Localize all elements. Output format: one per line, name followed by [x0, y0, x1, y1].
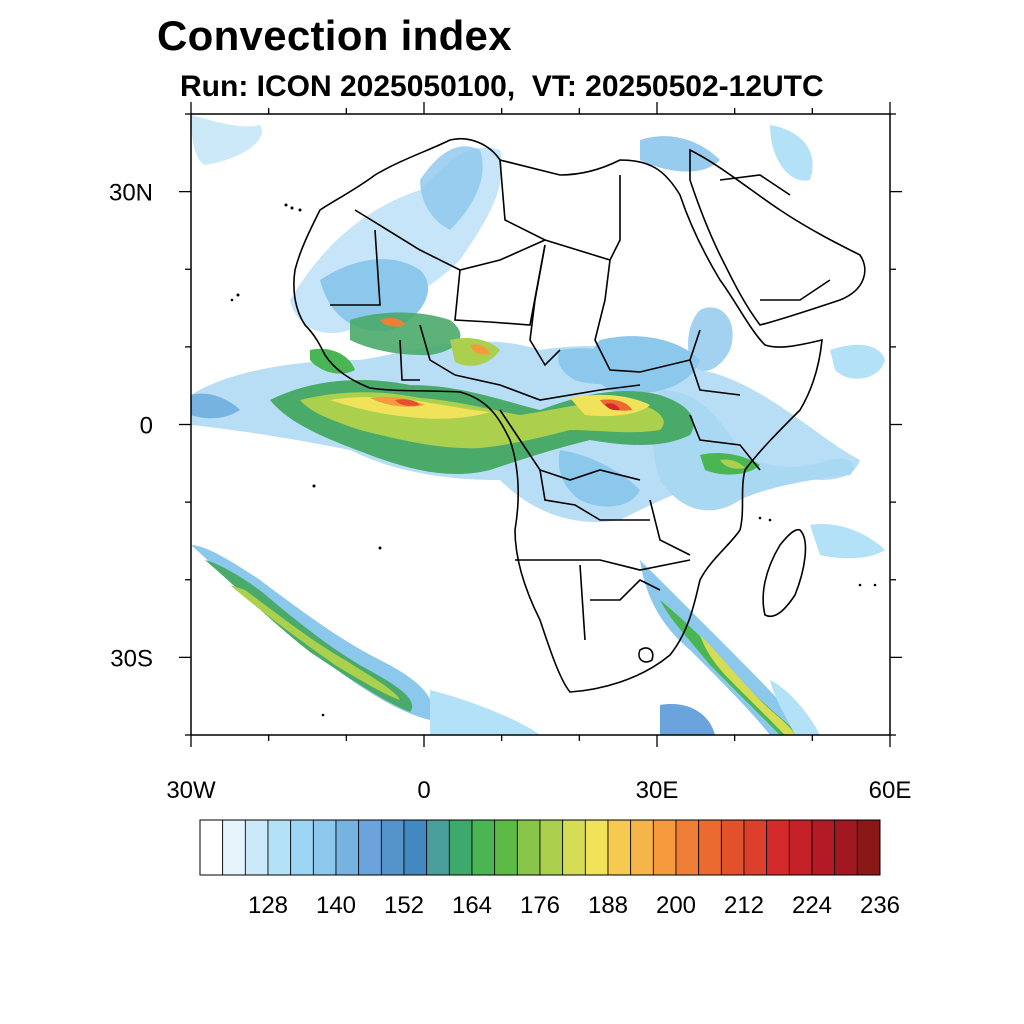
colorbar-swatch: [426, 819, 450, 876]
colorbar-swatch: [448, 819, 473, 876]
colorbar-label: 152: [384, 892, 424, 919]
colorbar-label: 176: [520, 892, 560, 919]
colorbar-outline: [199, 819, 881, 876]
colorbar-swatch: [312, 819, 337, 876]
colorbar-swatch: [788, 819, 813, 876]
colorbar-swatch: [267, 819, 292, 876]
colorbar-swatch: [516, 819, 541, 876]
colorbar-label: 224: [792, 892, 832, 919]
colorbar-swatch: [652, 819, 677, 876]
colorbar: [199, 819, 881, 876]
colorbar-swatch: [403, 819, 428, 876]
colorbar-label: 140: [316, 892, 356, 919]
colorbar-labels: 128 140 152 164 176 188 200 212 224 236: [248, 892, 900, 919]
x-tick-label: 30E: [636, 777, 679, 804]
islands: [230, 203, 877, 717]
colorbar-swatch: [698, 819, 722, 876]
colorbar-swatch: [834, 819, 858, 876]
colorbar-label: 128: [248, 892, 288, 919]
colorbar-swatch: [766, 819, 790, 876]
tick-labels: 30W 0 30E 60E 30N 0 30S: [109, 180, 911, 804]
colorbar-swatch: [856, 819, 881, 876]
colorbar-label: 188: [588, 892, 628, 919]
colorbar-swatch: [358, 819, 382, 876]
colorbar-swatch: [584, 819, 609, 876]
colorbar-swatch: [494, 819, 518, 876]
colorbar-swatch: [562, 819, 586, 876]
colorbar-swatch: [471, 819, 496, 876]
map-title: Convection index: [157, 12, 512, 59]
colorbar-label: 236: [860, 892, 900, 919]
colorbar-label: 212: [724, 892, 764, 919]
country-borders: [293, 138, 866, 693]
colorbar-swatch: [720, 819, 745, 876]
colorbar-swatch: [290, 819, 314, 876]
x-tick-label: 30W: [166, 777, 216, 804]
colorbar-swatch: [675, 819, 700, 876]
colorbar-label: 164: [452, 892, 492, 919]
colorbar-swatch: [244, 819, 269, 876]
colorbar-swatch: [811, 819, 836, 876]
y-tick-label: 30S: [110, 645, 153, 672]
y-tick-label: 30N: [109, 180, 153, 207]
colorbar-swatch: [380, 819, 405, 876]
colorbar-swatch: [607, 819, 632, 876]
x-tick-label: 0: [417, 777, 430, 804]
y-tick-label: 0: [140, 413, 153, 440]
colorbar-swatch: [335, 819, 360, 876]
x-tick-label: 60E: [869, 777, 912, 804]
colorbar-swatch: [743, 819, 768, 876]
colorbar-swatch: [222, 819, 246, 876]
colorbar-swatch: [630, 819, 654, 876]
tick-marks: [179, 102, 902, 747]
colorbar-label: 200: [656, 892, 696, 919]
colorbar-swatch: [539, 819, 564, 876]
map-subtitle: Run: ICON 2025050100, VT: 20250502-12UTC: [180, 70, 824, 103]
convection-field: [191, 115, 885, 735]
colorbar-swatch: [199, 819, 224, 876]
